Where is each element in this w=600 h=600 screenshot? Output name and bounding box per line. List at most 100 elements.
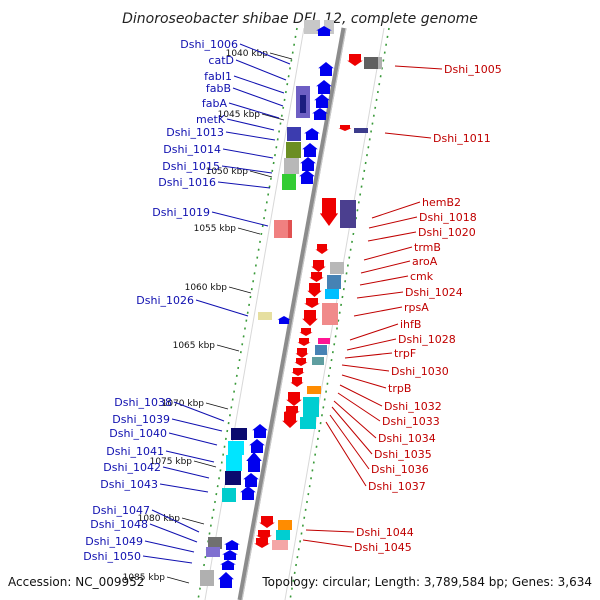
reverse-gene-leader bbox=[302, 539, 353, 548]
reverse-gene-label[interactable]: Dshi_1033 bbox=[382, 415, 440, 428]
reverse-arrow bbox=[286, 392, 302, 406]
reverse-arrow bbox=[315, 244, 329, 254]
feature-block bbox=[225, 471, 241, 485]
reverse-arrow bbox=[282, 412, 298, 428]
forward-gene-label[interactable]: Dshi_1040 bbox=[109, 427, 167, 440]
reverse-gene-labels: Dshi_1005 Dshi_1011 hemB2 Dshi_1018 Dshi_102… bbox=[302, 63, 502, 554]
kbp-tick-label: 1085 kbp bbox=[123, 573, 166, 583]
reverse-arrow bbox=[302, 310, 318, 326]
forward-gene-label[interactable]: Dshi_1014 bbox=[163, 143, 221, 156]
forward-gene-label[interactable]: catD bbox=[208, 54, 234, 67]
forward-gene-label[interactable]: Dshi_1049 bbox=[85, 535, 143, 548]
forward-gene-label[interactable]: Dshi_1050 bbox=[83, 550, 141, 563]
kbp-tick-label: 1055 kbp bbox=[194, 224, 237, 234]
forward-gene-label[interactable]: metK bbox=[196, 113, 226, 126]
reverse-gene-leader bbox=[371, 201, 421, 219]
forward-gene-leader bbox=[144, 540, 195, 553]
forward-gene-label[interactable]: Dshi_1047 bbox=[92, 504, 150, 517]
forward-gene-leader bbox=[226, 118, 275, 131]
forward-gene-label[interactable]: fabI1 bbox=[204, 70, 232, 83]
forward-gene-label[interactable]: Dshi_1038 bbox=[114, 396, 172, 409]
forward-arrow bbox=[300, 157, 316, 171]
forward-gene-leader bbox=[162, 466, 210, 479]
feature-block bbox=[312, 357, 324, 365]
feature-block bbox=[327, 275, 341, 289]
forward-gene-label[interactable]: fabA bbox=[202, 97, 228, 110]
reverse-gene-leader bbox=[346, 338, 397, 351]
feature-block bbox=[364, 57, 378, 69]
reverse-gene-label[interactable]: Dshi_1024 bbox=[405, 286, 463, 299]
reverse-gene-label[interactable]: Dshi_1045 bbox=[354, 541, 412, 554]
reverse-gene-label[interactable]: Dshi_1005 bbox=[444, 63, 502, 76]
reverse-gene-label[interactable]: Dshi_1020 bbox=[418, 226, 476, 239]
forward-gene-label[interactable]: Dshi_1006 bbox=[180, 38, 238, 51]
forward-arrow bbox=[318, 62, 334, 76]
reverse-gene-label[interactable]: Dshi_1028 bbox=[398, 333, 456, 346]
reverse-gene-label[interactable]: Dshi_1044 bbox=[356, 526, 414, 539]
outer-reverse-track bbox=[289, 27, 390, 600]
feature-block bbox=[378, 57, 382, 69]
reverse-gene-label[interactable]: Dshi_1035 bbox=[374, 448, 432, 461]
reverse-arrow bbox=[291, 368, 305, 376]
forward-gene-label[interactable]: Dshi_1042 bbox=[103, 461, 161, 474]
forward-gene-label[interactable]: Dshi_1039 bbox=[112, 413, 170, 426]
forward-gene-label[interactable]: Dshi_1043 bbox=[100, 478, 158, 491]
reverse-arrow bbox=[290, 377, 304, 387]
forward-arrow bbox=[220, 560, 236, 570]
forward-gene-leader bbox=[235, 59, 287, 81]
reverse-gene-label[interactable]: Dshi_1036 bbox=[371, 463, 429, 476]
forward-gene-leader bbox=[228, 102, 280, 119]
forward-arrow bbox=[277, 316, 291, 324]
reverse-gene-label[interactable]: cmk bbox=[410, 270, 434, 283]
forward-gene-leader bbox=[159, 483, 209, 493]
reverse-gene-leader bbox=[329, 414, 370, 470]
reverse-arrow bbox=[297, 338, 311, 346]
feature-block bbox=[284, 158, 299, 174]
reverse-gene-label[interactable]: Dshi_1032 bbox=[384, 400, 442, 413]
forward-arrow bbox=[240, 486, 256, 500]
forward-gene-label[interactable]: Dshi_1013 bbox=[166, 126, 224, 139]
forward-gene-label[interactable]: Dshi_1016 bbox=[158, 176, 216, 189]
forward-gene-leader bbox=[239, 43, 291, 65]
forward-gene-label[interactable]: Dshi_1015 bbox=[162, 160, 220, 173]
forward-gene-label[interactable]: Dshi_1026 bbox=[136, 294, 194, 307]
reverse-gene-label[interactable]: hemB2 bbox=[422, 196, 461, 209]
reverse-gene-label[interactable]: Dshi_1011 bbox=[433, 132, 491, 145]
reverse-gene-label[interactable]: rpsA bbox=[404, 301, 429, 314]
reverse-gene-label[interactable]: trpB bbox=[388, 382, 411, 395]
forward-gene-label[interactable]: Dshi_1019 bbox=[152, 206, 210, 219]
feature-block bbox=[325, 289, 339, 299]
reverse-gene-label[interactable]: trpF bbox=[394, 347, 416, 360]
feature-block bbox=[288, 220, 292, 238]
reverse-gene-label[interactable]: ihfB bbox=[400, 318, 421, 331]
forward-arrow bbox=[299, 170, 315, 184]
forward-gene-leader bbox=[151, 509, 200, 533]
reverse-gene-label[interactable]: trmB bbox=[414, 241, 441, 254]
reverse-gene-label[interactable]: Dshi_1030 bbox=[391, 365, 449, 378]
reverse-gene-label[interactable]: aroA bbox=[412, 255, 438, 268]
reverse-gene-leader bbox=[339, 384, 383, 407]
forward-gene-leader bbox=[221, 165, 273, 174]
reverse-gene-label[interactable]: Dshi_1034 bbox=[378, 432, 436, 445]
reverse-gene-label[interactable]: Dshi_1018 bbox=[419, 211, 477, 224]
feature-block bbox=[228, 441, 244, 455]
reverse-gene-leader bbox=[353, 306, 403, 317]
forward-gene-leader bbox=[195, 299, 249, 317]
reverse-arrow bbox=[311, 260, 326, 272]
kbp-tick-label: 1080 kbp bbox=[138, 514, 181, 524]
kbp-tick-leader bbox=[193, 460, 217, 468]
forward-arrow bbox=[316, 26, 332, 36]
forward-gene-label[interactable]: Dshi_1048 bbox=[90, 518, 148, 531]
reverse-gene-leader bbox=[360, 260, 411, 274]
kbp-tick-label: 1070 kbp bbox=[162, 399, 205, 409]
forward-arrow bbox=[252, 424, 268, 438]
forward-gene-leader bbox=[168, 432, 218, 446]
forward-gene-label[interactable]: Dshi_1041 bbox=[106, 445, 164, 458]
feature-block bbox=[307, 386, 321, 394]
reverse-gene-leader bbox=[331, 406, 373, 455]
reverse-gene-label[interactable]: Dshi_1037 bbox=[368, 480, 426, 493]
feature-block bbox=[272, 540, 288, 550]
forward-gene-label[interactable]: fabB bbox=[206, 82, 231, 95]
reverse-arrow bbox=[338, 125, 352, 131]
